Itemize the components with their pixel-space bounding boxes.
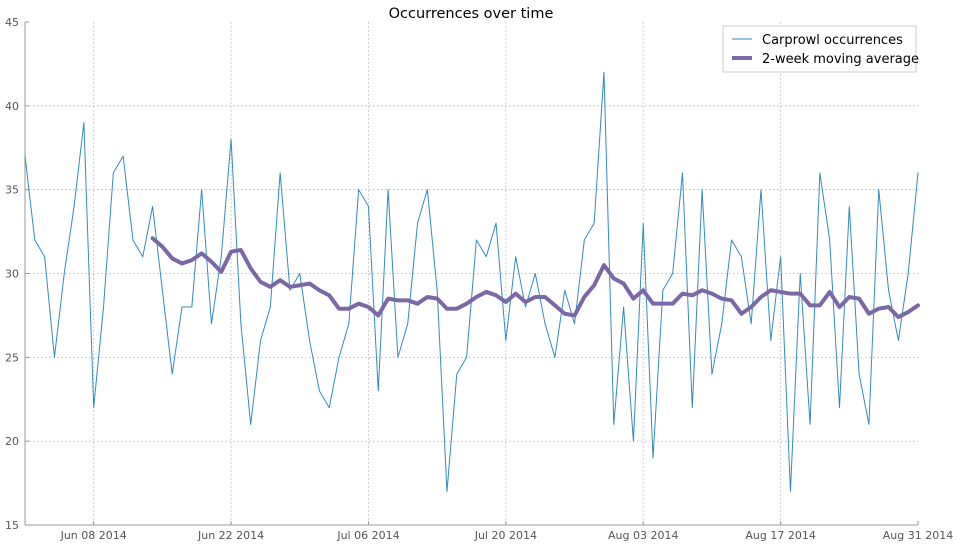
- x-tick-labels: Jun 08 2014 Jun 22 2014 Jul 06 2014 Jul 20 …: [60, 529, 954, 542]
- y-tick-label: 30: [5, 268, 19, 281]
- legend-label-occurrences: Carprowl occurrences: [762, 33, 903, 48]
- series-lines: [24, 71, 920, 492]
- x-tick-label: Jun 08 2014: [60, 529, 127, 542]
- chart-title: Occurrences over time: [389, 6, 554, 22]
- y-tick-label: 45: [5, 16, 19, 29]
- legend-box: [722, 25, 917, 73]
- x-tick-label: Jun 22 2014: [197, 529, 264, 542]
- y-tick-label: 35: [5, 184, 19, 197]
- y-tick-label: 20: [5, 435, 19, 448]
- x-tick-label: Jul 06 2014: [336, 529, 399, 542]
- y-tick-labels: 15 20 25 30 35 40 45: [5, 16, 19, 532]
- y-tick-label: 15: [5, 519, 19, 532]
- occurrences-line: [24, 71, 919, 492]
- legend-label-moving-average: 2-week moving average: [762, 52, 919, 67]
- legend: Carprowl occurrences 2-week moving avera…: [722, 25, 919, 73]
- x-tick-label: Aug 31 2014: [883, 529, 953, 542]
- y-tick-label: 40: [5, 100, 19, 113]
- grid-lines: [25, 22, 918, 525]
- axes: [24, 21, 919, 526]
- moving-average-line: [150, 236, 920, 320]
- x-tick-label: Aug 17 2014: [745, 529, 815, 542]
- x-tick-label: Aug 03 2014: [608, 529, 678, 542]
- x-tick-label: Jul 20 2014: [474, 529, 537, 542]
- y-tick-label: 25: [5, 351, 19, 364]
